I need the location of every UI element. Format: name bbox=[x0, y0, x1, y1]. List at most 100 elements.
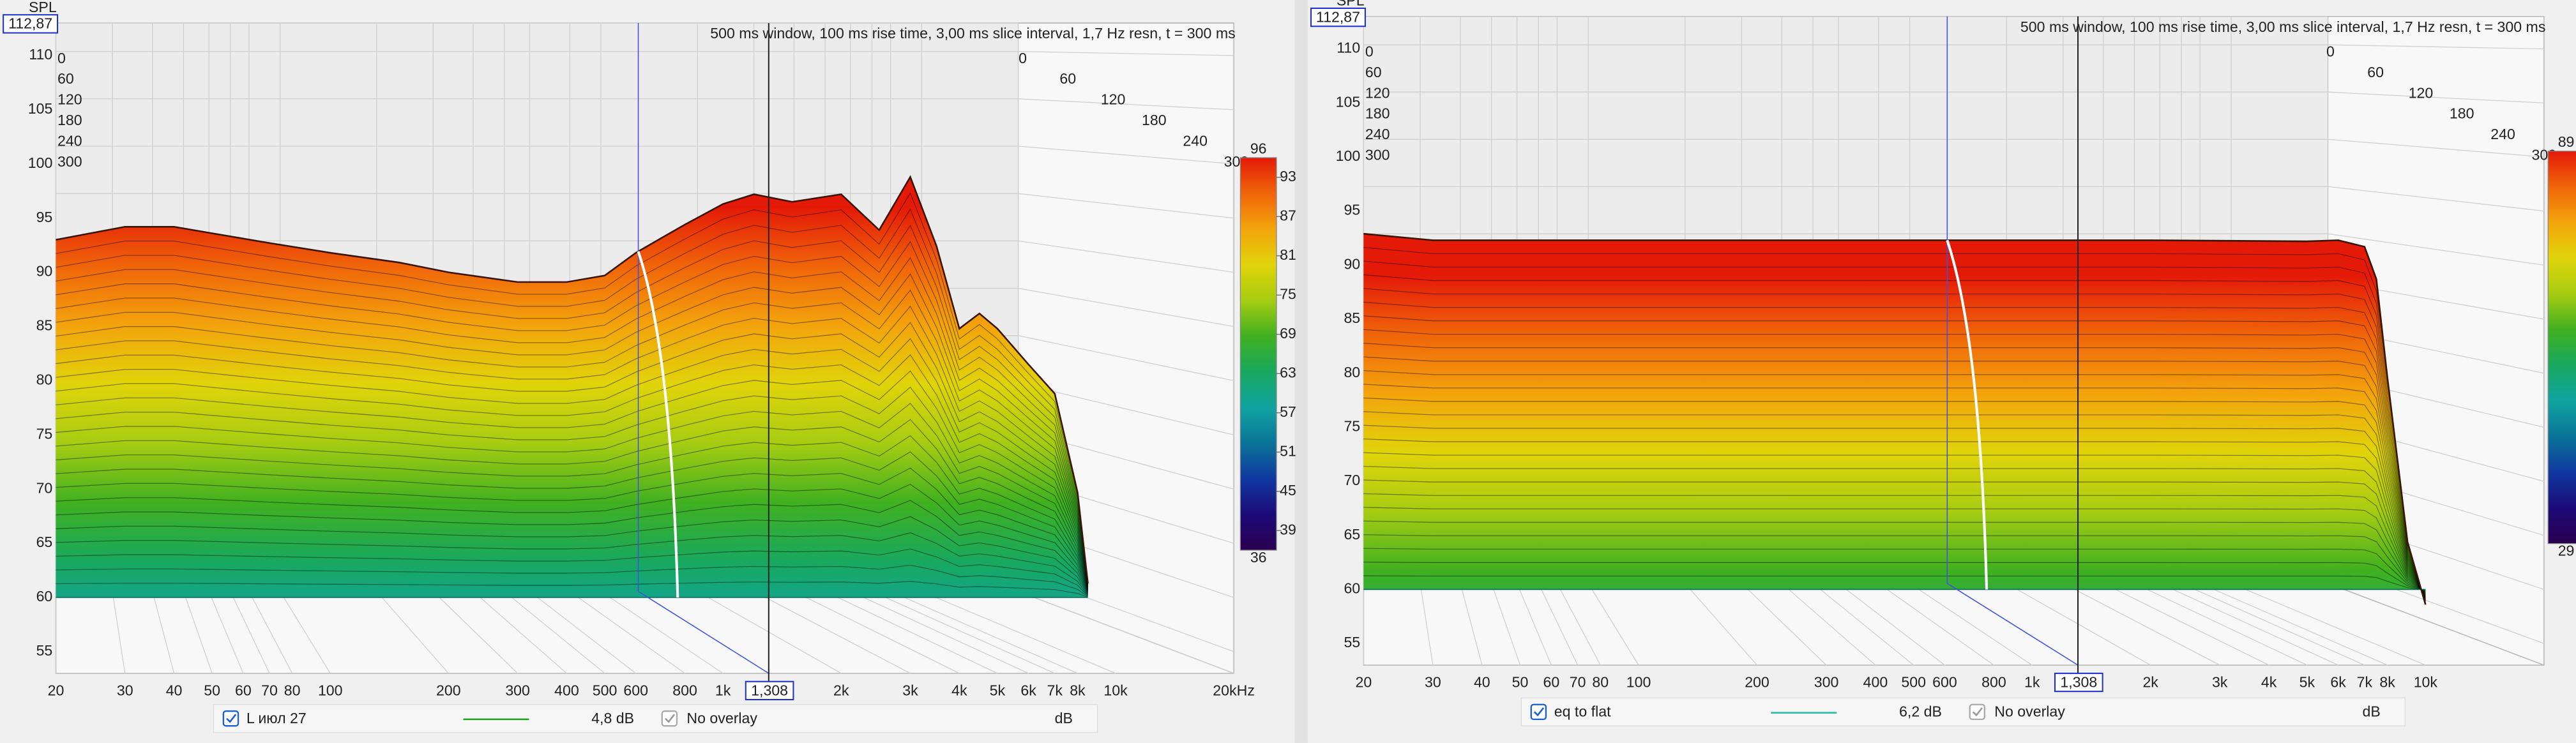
depth-tick-label: 60 bbox=[2367, 64, 2384, 80]
depth-tick-label: 300 bbox=[1365, 147, 1390, 163]
x-tick-label: 8k bbox=[2379, 673, 2395, 690]
x-tick-label: 30 bbox=[1425, 673, 1441, 690]
x-tick-label: 600 bbox=[1932, 673, 1957, 690]
colorbar-tick-label: 87 bbox=[1280, 207, 1296, 223]
y-tick-label: 75 bbox=[1344, 417, 1360, 434]
y-tick-label: 90 bbox=[1344, 255, 1360, 272]
colorbar-max-label: 96 bbox=[1250, 140, 1267, 156]
colorbar bbox=[1239, 157, 1277, 551]
grid-line bbox=[1516, 583, 1552, 666]
y-tick-label: 105 bbox=[1336, 93, 1361, 110]
x-tick-label: 10k bbox=[1103, 682, 1128, 698]
depth-tick-label: 180 bbox=[1365, 105, 1390, 122]
slice-line bbox=[56, 257, 1089, 587]
cursor-y-box bbox=[1310, 7, 1366, 27]
x-tick-label: 200 bbox=[436, 682, 461, 698]
depth-tick-label: 60 bbox=[1059, 70, 1076, 87]
colorbar-tick-label: 75 bbox=[1280, 285, 1296, 302]
x-tick-label: 7k bbox=[1047, 682, 1063, 698]
grid-line bbox=[824, 590, 998, 674]
x-tick-label: 500 bbox=[1901, 673, 1926, 690]
y-tick-label: 55 bbox=[1344, 634, 1360, 650]
grid-line bbox=[890, 590, 1078, 674]
slice-line bbox=[1363, 520, 2426, 593]
slice-line bbox=[1363, 315, 2426, 601]
grid-line bbox=[1018, 146, 1234, 165]
overlay-unit: dB bbox=[1055, 710, 1073, 726]
grid-line bbox=[432, 591, 519, 674]
grid-line bbox=[1685, 583, 1757, 666]
slice-line bbox=[56, 289, 1089, 587]
slice-line bbox=[56, 564, 1088, 597]
grid-line bbox=[1018, 287, 1234, 327]
depth-tick-label: 120 bbox=[1365, 84, 1390, 101]
x-tick-label: 3k bbox=[902, 682, 918, 698]
slice-line bbox=[1363, 507, 2426, 594]
x-tick-label: 400 bbox=[554, 682, 579, 698]
slice-line bbox=[56, 224, 1089, 585]
grid-line bbox=[754, 590, 911, 674]
x-tick-label: 500 bbox=[593, 682, 617, 698]
grid-line bbox=[1018, 335, 1234, 382]
slice-line bbox=[56, 273, 1089, 587]
depth-tick-label: 0 bbox=[1365, 43, 1374, 59]
grid-line bbox=[2328, 233, 2544, 266]
grid-line bbox=[230, 591, 270, 674]
y-tick-label: 100 bbox=[1336, 147, 1361, 164]
legend-name: eq to flat bbox=[1554, 703, 1611, 720]
grid-line bbox=[2231, 583, 2426, 666]
x-tick-label: 10k bbox=[2414, 673, 2438, 690]
x-tick-label: 4k bbox=[2261, 673, 2277, 690]
grid-line bbox=[208, 591, 244, 674]
y-tick-label: 70 bbox=[36, 479, 53, 496]
colorbar-tick-label: 57 bbox=[1280, 403, 1296, 420]
y-tick-label: 85 bbox=[1344, 310, 1360, 326]
grid-line bbox=[504, 590, 605, 674]
grid-line bbox=[1909, 583, 2033, 666]
overlay-checkbox[interactable] bbox=[1969, 703, 1985, 721]
x-tick-label: 800 bbox=[1981, 673, 2006, 690]
checkmark bbox=[1533, 707, 1545, 717]
slice-line bbox=[56, 500, 1089, 595]
y-tick-label: 95 bbox=[36, 209, 53, 225]
y-tick-label: 100 bbox=[28, 154, 53, 171]
x-tick-label: 6k bbox=[1020, 682, 1036, 698]
legend-checkbox[interactable] bbox=[222, 710, 239, 727]
overlay-checkbox[interactable] bbox=[661, 710, 678, 727]
legend-offset: 4,8 dB bbox=[591, 710, 634, 726]
x-tick-label: 600 bbox=[623, 682, 648, 698]
y-tick-label: 110 bbox=[1337, 40, 1360, 56]
grid-line bbox=[473, 591, 567, 674]
x-tick-label: 400 bbox=[1863, 673, 1888, 690]
grid-line bbox=[248, 591, 293, 674]
slice-line bbox=[1363, 424, 2426, 597]
surface-fill bbox=[1363, 234, 2426, 605]
slice-line bbox=[1363, 274, 2426, 603]
x-tick-label: 20kHz bbox=[1213, 682, 1255, 698]
x-tick-label: 2k bbox=[2142, 673, 2158, 690]
legend-checkbox[interactable] bbox=[1530, 703, 1547, 721]
surface-fill bbox=[56, 177, 1088, 598]
slice-line bbox=[56, 305, 1089, 588]
cursor-y-label: 112,87 bbox=[1316, 8, 1360, 25]
grid-line bbox=[2103, 583, 2269, 666]
depth-tick-label: 180 bbox=[57, 112, 82, 128]
x-tick-label: 60 bbox=[235, 682, 252, 698]
grid-line bbox=[1838, 583, 1945, 666]
y-tick-label: 95 bbox=[1344, 202, 1360, 218]
grid-line bbox=[2160, 583, 2338, 666]
depth-tick-label: 240 bbox=[1183, 132, 1208, 149]
grid-line bbox=[1018, 240, 1234, 273]
grid-line bbox=[1781, 583, 1876, 666]
depth-tick-label: 300 bbox=[57, 153, 82, 170]
grid-line bbox=[1741, 583, 1827, 666]
colorbar-tick-label: 39 bbox=[1280, 521, 1296, 537]
grid-line bbox=[2328, 139, 2544, 158]
depth-tick-label: 60 bbox=[57, 70, 74, 87]
slice-line bbox=[56, 451, 1089, 593]
grid-line bbox=[2181, 583, 2365, 666]
slice-line bbox=[56, 322, 1089, 589]
cursor-slice bbox=[1946, 239, 1989, 590]
x-tick-label: 5k bbox=[2299, 673, 2315, 690]
